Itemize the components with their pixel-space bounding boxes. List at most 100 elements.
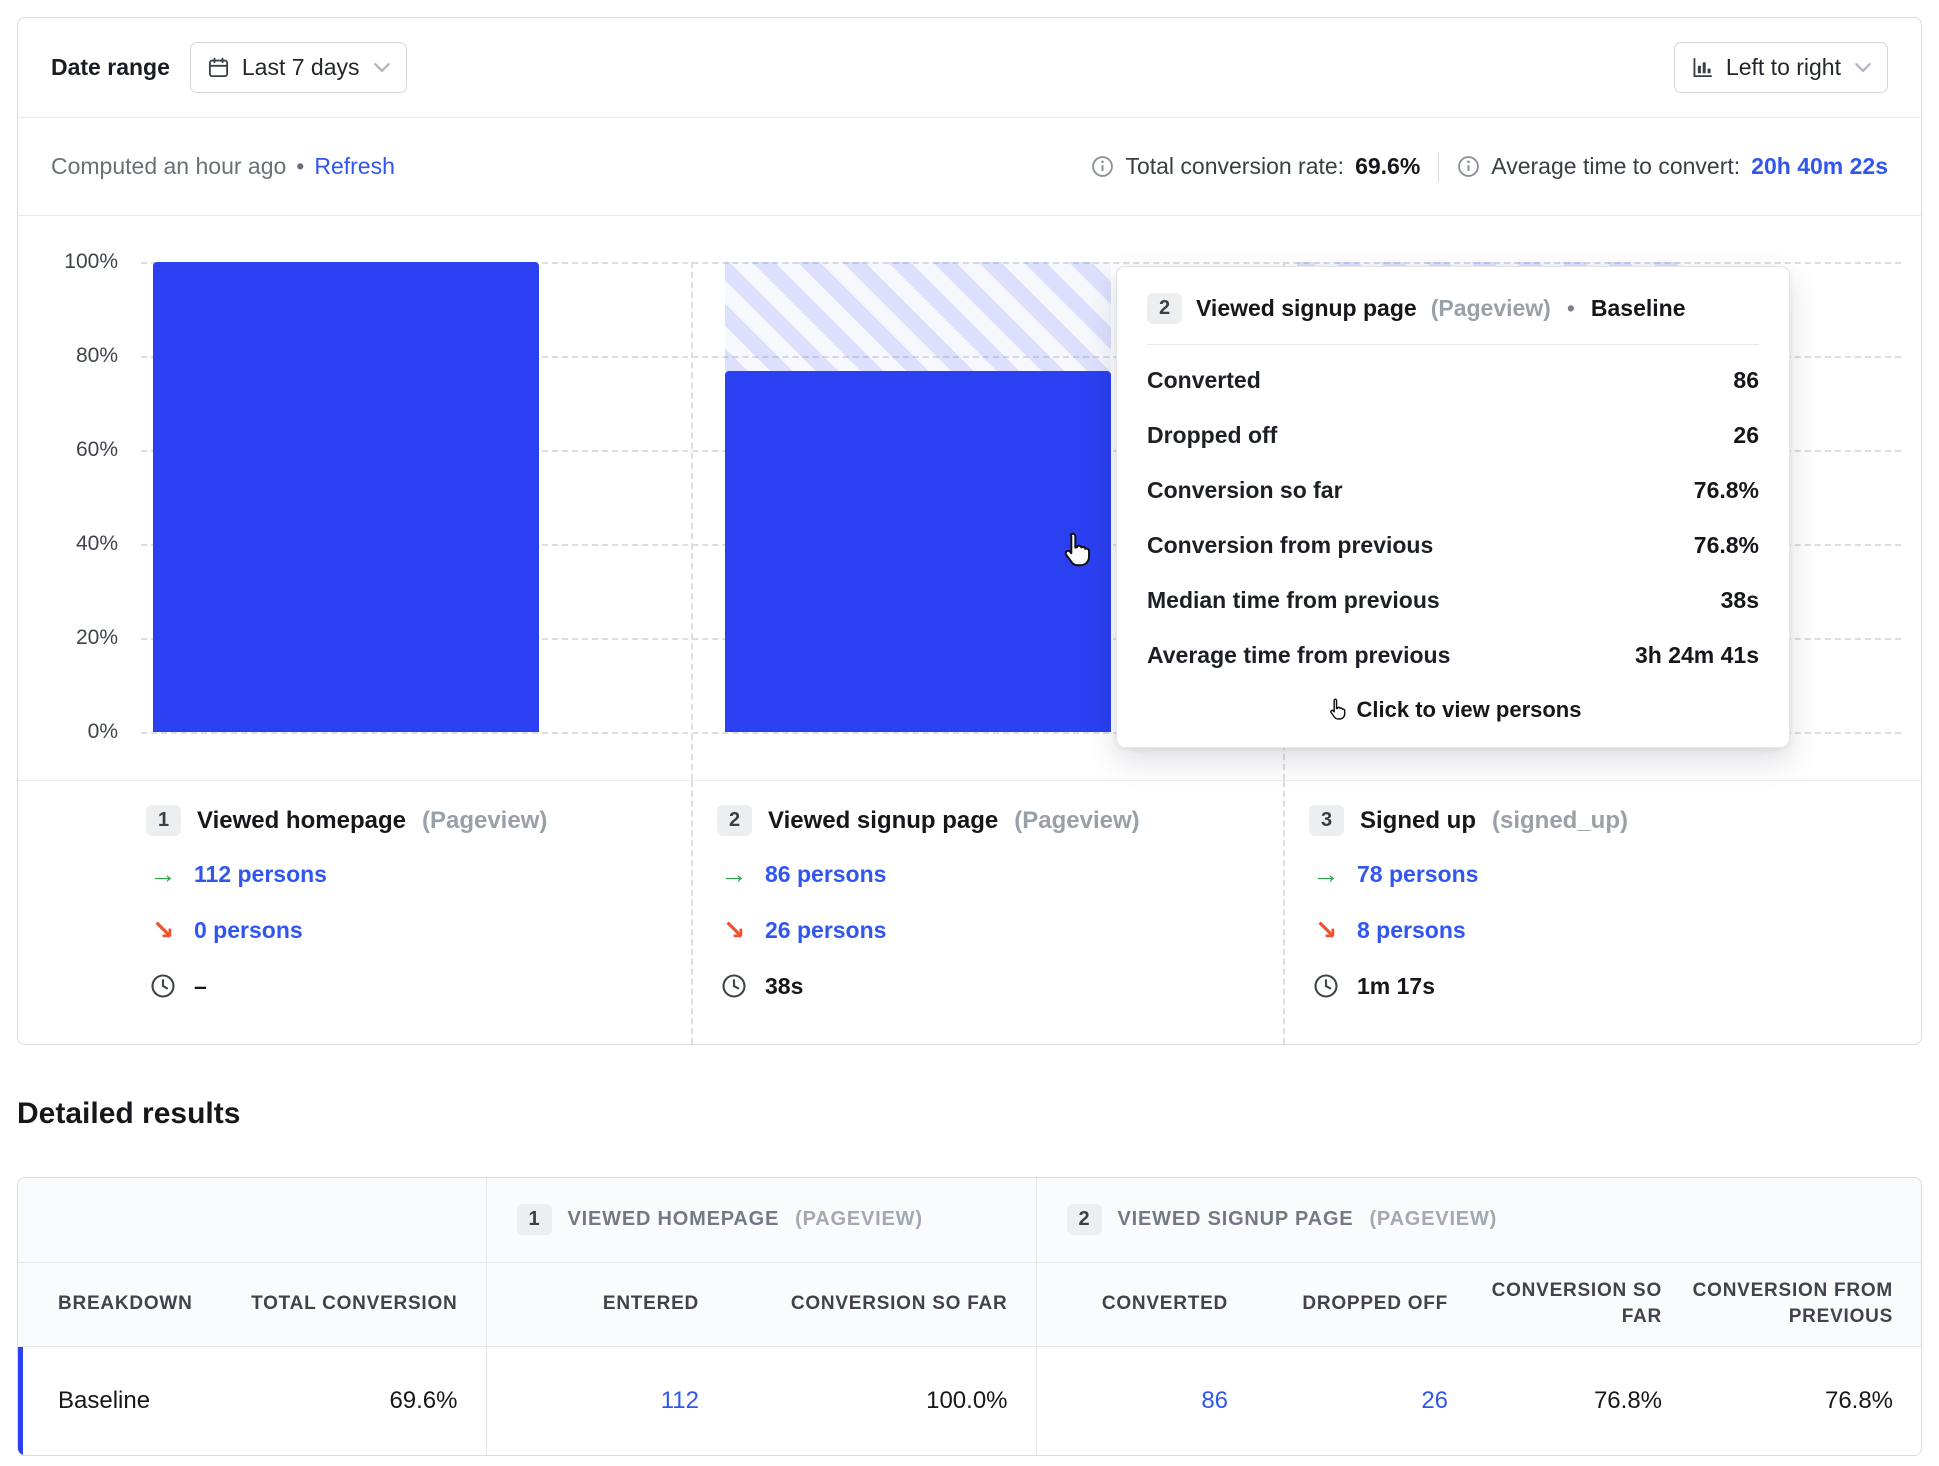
gridline bbox=[141, 732, 1901, 734]
tooltip-footer-text: Click to view persons bbox=[1356, 697, 1582, 722]
step-title: Signed up bbox=[1360, 806, 1476, 834]
date-range-select[interactable]: Last 7 days bbox=[189, 42, 407, 93]
entered-arrow-icon: → bbox=[720, 858, 748, 889]
avg-time-stat: Average time to convert: 20h 40m 22s bbox=[1457, 153, 1888, 180]
group-header-empty bbox=[18, 1178, 486, 1263]
tooltip-row-value: 26 bbox=[1733, 422, 1759, 448]
group-title: VIEWED HOMEPAGE bbox=[567, 1208, 780, 1231]
col-conversion-so-far-1: CONVERSION SO FAR bbox=[727, 1262, 1037, 1347]
results-table: 1 VIEWED HOMEPAGE (PAGEVIEW) 2 VIEWED SI… bbox=[18, 1178, 1921, 1455]
graph-layout-value: Left to right bbox=[1725, 54, 1841, 80]
entered-cell[interactable]: 112 bbox=[485, 1346, 727, 1455]
funnel-bar-viewed-signup-page[interactable] bbox=[725, 371, 1111, 732]
divider bbox=[18, 780, 1921, 781]
dropped-persons-link[interactable]: 8 persons bbox=[1357, 916, 1466, 943]
entered-persons-link[interactable]: 78 persons bbox=[1357, 860, 1479, 887]
entered-persons-link[interactable]: 86 persons bbox=[765, 860, 887, 887]
col-total-conversion: TOTAL CONVERSION bbox=[248, 1262, 486, 1347]
conversion-from-previous-cell: 76.8% bbox=[1824, 1386, 1894, 1414]
funnel-tooltip: 2 Viewed signup page (Pageview) • Baseli… bbox=[1116, 266, 1790, 748]
median-time: 38s bbox=[765, 972, 804, 999]
date-range-value: Last 7 days bbox=[241, 54, 360, 80]
chevron-down-icon bbox=[373, 62, 390, 73]
total-conversion-cell: 69.6% bbox=[389, 1386, 458, 1414]
gridline bbox=[141, 262, 1901, 264]
divider bbox=[1438, 151, 1440, 182]
dot-separator: • bbox=[1566, 295, 1575, 321]
conversion-so-far-cell-2: 76.8% bbox=[1593, 1386, 1663, 1414]
step-title: Viewed signup page bbox=[768, 806, 999, 834]
table-row-baseline: Baseline 69.6% 112 100.0% 86 26 76.8% 76… bbox=[18, 1346, 1921, 1455]
calendar-icon bbox=[207, 56, 230, 79]
funnel-bar-viewed-homepage[interactable] bbox=[153, 262, 539, 732]
tooltip-row-value: 76.8% bbox=[1693, 532, 1759, 558]
info-icon[interactable] bbox=[1457, 155, 1480, 178]
tooltip-row-label: Conversion so far bbox=[1147, 477, 1343, 503]
tooltip-row-value: 38s bbox=[1720, 587, 1759, 613]
tooltip-row-value: 3h 24m 41s bbox=[1634, 642, 1759, 668]
tooltip-row: Conversion from previous 76.8% bbox=[1147, 518, 1759, 573]
step-number-badge: 2 bbox=[717, 805, 752, 836]
step-event-type: (signed_up) bbox=[1492, 806, 1628, 834]
col-conversion-so-far-2: CONVERSION SO FAR bbox=[1476, 1262, 1691, 1347]
dot-separator: • bbox=[296, 153, 305, 179]
tooltip-row: Average time from previous 3h 24m 41s bbox=[1147, 628, 1759, 683]
col-converted: CONVERTED bbox=[1035, 1262, 1257, 1347]
click-to-view-persons-hint: Click to view persons bbox=[1147, 697, 1759, 723]
computed-status: Computed an hour ago bbox=[51, 153, 287, 179]
entered-arrow-icon: → bbox=[149, 858, 177, 889]
entered-persons-link[interactable]: 112 persons bbox=[194, 860, 327, 887]
column-separator bbox=[691, 262, 693, 780]
step-event-type: (Pageview) bbox=[1014, 806, 1140, 834]
tooltip-series: Baseline bbox=[1590, 295, 1686, 321]
step-number-badge: 2 bbox=[1066, 1204, 1102, 1236]
col-entered: ENTERED bbox=[485, 1262, 727, 1347]
funnel-panel: Date range Last 7 days Left to right bbox=[17, 17, 1922, 1045]
step-event-type: (Pageview) bbox=[421, 806, 548, 834]
tooltip-row: Dropped off 26 bbox=[1147, 408, 1759, 463]
converted-cell[interactable]: 86 bbox=[1035, 1346, 1257, 1455]
tooltip-row-label: Converted bbox=[1147, 367, 1261, 393]
graph-layout-select[interactable]: Left to right bbox=[1673, 42, 1888, 93]
breakdown-value: Baseline bbox=[18, 1346, 248, 1455]
table-group-header-row: 1 VIEWED HOMEPAGE (PAGEVIEW) 2 VIEWED SI… bbox=[18, 1178, 1921, 1263]
total-conversion-label: Total conversion rate: bbox=[1125, 153, 1345, 179]
gridline bbox=[141, 356, 1901, 358]
y-axis-label: 60% bbox=[75, 438, 118, 461]
entered-arrow-icon: → bbox=[1312, 858, 1340, 889]
tooltip-row-value: 86 bbox=[1733, 367, 1759, 393]
status-row: Computed an hour ago • Refresh Total con… bbox=[18, 118, 1921, 215]
conversion-so-far-cell-1: 100.0% bbox=[926, 1386, 1008, 1414]
tooltip-row: Conversion so far 76.8% bbox=[1147, 463, 1759, 518]
step-title: Viewed homepage bbox=[197, 806, 406, 834]
detailed-results-heading: Detailed results bbox=[17, 1097, 241, 1130]
tooltip-event-type: (Pageview) bbox=[1430, 295, 1551, 321]
tooltip-row-label: Median time from previous bbox=[1147, 587, 1440, 613]
y-axis-label: 100% bbox=[64, 250, 118, 273]
tooltip-row-value: 76.8% bbox=[1693, 477, 1759, 503]
tooltip-title: Viewed signup page bbox=[1196, 295, 1417, 321]
tooltip-row-label: Dropped off bbox=[1147, 422, 1278, 448]
group-header-viewed-signup-page: 2 VIEWED SIGNUP PAGE (PAGEVIEW) bbox=[1035, 1178, 1921, 1263]
tooltip-row-label: Conversion from previous bbox=[1147, 532, 1434, 558]
legend-step-viewed-homepage: 1 Viewed homepage (Pageview) → 112 perso… bbox=[18, 781, 691, 1044]
step-number-badge: 1 bbox=[516, 1204, 552, 1236]
dropped-off-cell[interactable]: 26 bbox=[1421, 1386, 1449, 1414]
tooltip-row-label: Average time from previous bbox=[1147, 642, 1451, 668]
divider bbox=[18, 215, 1921, 216]
refresh-link[interactable]: Refresh bbox=[314, 153, 395, 179]
chevron-down-icon bbox=[1855, 62, 1871, 73]
avg-time-label: Average time to convert: bbox=[1491, 153, 1741, 179]
legend-step-viewed-signup-page: 2 Viewed signup page (Pageview) → 86 per… bbox=[691, 781, 1283, 1044]
funnel-steps-legend: 1 Viewed homepage (Pageview) → 112 perso… bbox=[18, 781, 1921, 1044]
dropped-persons-link[interactable]: 0 persons bbox=[194, 916, 303, 943]
dropped-arrow-icon: ↘ bbox=[722, 914, 746, 945]
dropped-persons-link[interactable]: 26 persons bbox=[765, 916, 887, 943]
info-icon[interactable] bbox=[1091, 155, 1114, 178]
bar-chart-icon bbox=[1691, 56, 1714, 79]
group-title: VIEWED SIGNUP PAGE bbox=[1117, 1208, 1354, 1231]
clock-icon bbox=[151, 974, 175, 998]
y-axis-label: 80% bbox=[75, 344, 118, 367]
col-breakdown: BREAKDOWN bbox=[18, 1262, 248, 1347]
